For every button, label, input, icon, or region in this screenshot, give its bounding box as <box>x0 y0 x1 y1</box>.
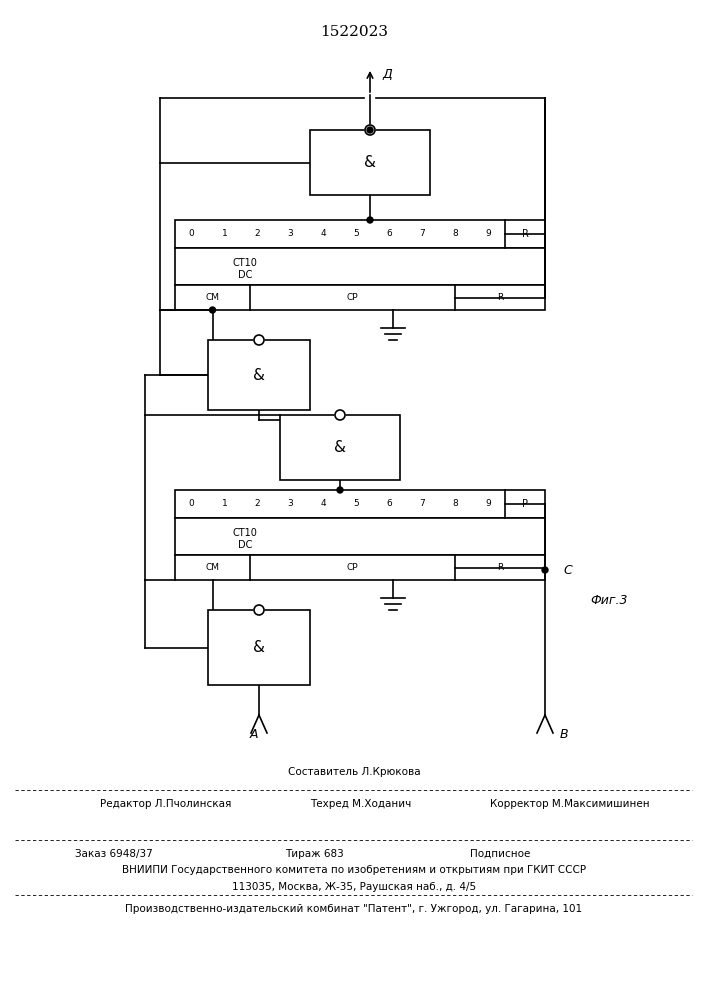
Text: 2: 2 <box>255 230 260 238</box>
Bar <box>208 610 310 685</box>
Text: 1522023: 1522023 <box>320 25 388 39</box>
Bar <box>280 415 400 480</box>
Circle shape <box>367 127 373 133</box>
Text: &: & <box>364 155 376 170</box>
Circle shape <box>254 335 264 345</box>
Text: 1: 1 <box>221 499 228 508</box>
Bar <box>175 248 545 285</box>
Bar <box>175 490 545 518</box>
Bar <box>208 340 310 410</box>
Text: Редактор Л.Пчолинская: Редактор Л.Пчолинская <box>100 799 231 809</box>
Text: 2: 2 <box>255 499 260 508</box>
Circle shape <box>337 487 343 493</box>
Text: 0: 0 <box>189 499 194 508</box>
Text: СТ10: СТ10 <box>233 528 257 538</box>
Text: С: С <box>563 564 572 576</box>
Text: СМ: СМ <box>206 563 219 572</box>
Text: Корректор М.Максимишинен: Корректор М.Максимишинен <box>490 799 650 809</box>
Text: R: R <box>522 229 528 239</box>
Text: Д: Д <box>382 68 392 81</box>
Text: 7: 7 <box>420 230 426 238</box>
Text: 5: 5 <box>354 499 359 508</box>
Circle shape <box>365 125 375 135</box>
Text: СР: СР <box>346 563 358 572</box>
Text: 6: 6 <box>387 499 392 508</box>
Text: Производственно-издательский комбинат "Патент", г. Ужгород, ул. Гагарина, 101: Производственно-издательский комбинат "П… <box>125 904 583 914</box>
Text: 1: 1 <box>221 230 228 238</box>
Text: 3: 3 <box>288 230 293 238</box>
Text: R: R <box>497 293 503 302</box>
Text: 3: 3 <box>288 499 293 508</box>
Text: &: & <box>253 367 265 382</box>
Text: Техред М.Ходанич: Техред М.Ходанич <box>310 799 411 809</box>
Text: 6: 6 <box>387 230 392 238</box>
Bar <box>175 518 545 555</box>
Text: 113035, Москва, Ж-35, Раушская наб., д. 4/5: 113035, Москва, Ж-35, Раушская наб., д. … <box>232 882 476 892</box>
Text: А: А <box>250 728 258 742</box>
Bar <box>310 130 430 195</box>
Text: В: В <box>560 728 568 742</box>
Circle shape <box>254 605 264 615</box>
Circle shape <box>367 217 373 223</box>
Text: 4: 4 <box>321 499 327 508</box>
Text: Заказ 6948/37: Заказ 6948/37 <box>75 849 153 859</box>
Bar <box>175 285 545 310</box>
Text: СМ: СМ <box>206 293 219 302</box>
Circle shape <box>209 307 216 313</box>
Text: 8: 8 <box>452 230 458 238</box>
Text: ВНИИПИ Государственного комитета по изобретениям и открытиям при ГКИТ СССР: ВНИИПИ Государственного комитета по изоб… <box>122 865 586 875</box>
Text: СТ10: СТ10 <box>233 257 257 267</box>
Text: &: & <box>334 440 346 455</box>
Circle shape <box>335 410 345 420</box>
Bar <box>175 220 545 248</box>
Text: Составитель Л.Крюкова: Составитель Л.Крюкова <box>288 767 421 777</box>
Text: 0: 0 <box>189 230 194 238</box>
Circle shape <box>542 567 548 573</box>
Text: 9: 9 <box>486 230 491 238</box>
Text: 8: 8 <box>452 499 458 508</box>
Text: СР: СР <box>346 293 358 302</box>
Text: 4: 4 <box>321 230 327 238</box>
Text: DC: DC <box>238 269 252 279</box>
Text: Подписное: Подписное <box>470 849 530 859</box>
Bar <box>175 555 545 580</box>
Text: &: & <box>253 640 265 655</box>
Text: 9: 9 <box>486 499 491 508</box>
Text: 7: 7 <box>420 499 426 508</box>
Text: Тираж 683: Тираж 683 <box>285 849 344 859</box>
Text: R: R <box>497 563 503 572</box>
Text: Фиг.3: Фиг.3 <box>590 593 628 606</box>
Text: DC: DC <box>238 540 252 550</box>
Text: 5: 5 <box>354 230 359 238</box>
Text: Р: Р <box>522 499 528 509</box>
